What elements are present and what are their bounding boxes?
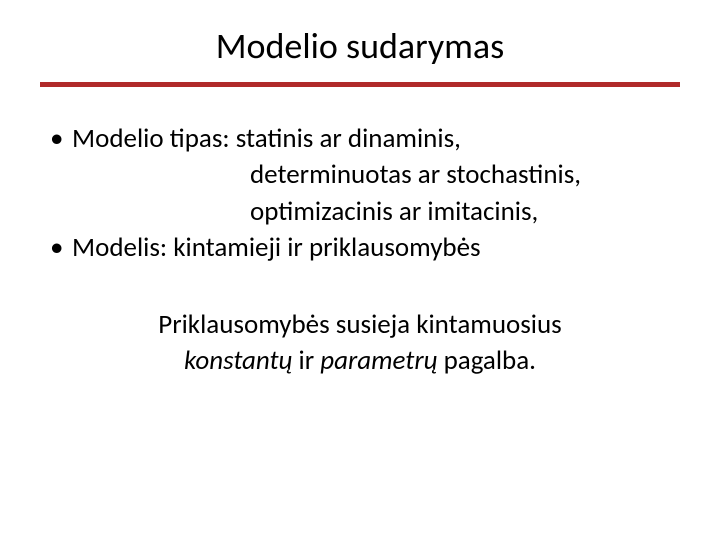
summary-mid: ir bbox=[292, 344, 320, 377]
summary-text: Priklausomybės susieja kintamuosius kons… bbox=[44, 307, 676, 380]
summary-italic-2: parametrų bbox=[320, 344, 437, 377]
bullet-subline: optimizacinis ar imitacinis, bbox=[44, 194, 676, 230]
bullet-text: Modelis: kintamieji ir priklausomybės bbox=[72, 231, 481, 264]
bullet-item: Modelis: kintamieji ir priklausomybės bbox=[44, 230, 676, 266]
slide-title: Modelio sudarymas bbox=[0, 24, 720, 68]
summary-line-2: konstantų ir parametrų pagalba. bbox=[44, 343, 676, 379]
slide: Modelio sudarymas Modelio tipas: statini… bbox=[0, 0, 720, 540]
bullet-subline: determinuotas ar stochastinis, bbox=[44, 157, 676, 193]
summary-end: pagalba. bbox=[437, 344, 536, 377]
bullet-list: Modelio tipas: statinis ar dinaminis, de… bbox=[44, 121, 676, 267]
content-area: Modelio tipas: statinis ar dinaminis, de… bbox=[0, 87, 720, 380]
bullet-item: Modelio tipas: statinis ar dinaminis, bbox=[44, 121, 676, 157]
summary-line-1: Priklausomybės susieja kintamuosius bbox=[44, 307, 676, 343]
title-area: Modelio sudarymas bbox=[0, 0, 720, 82]
bullet-text: Modelio tipas: statinis ar dinaminis, bbox=[72, 122, 461, 155]
summary-italic-1: konstantų bbox=[184, 344, 292, 377]
